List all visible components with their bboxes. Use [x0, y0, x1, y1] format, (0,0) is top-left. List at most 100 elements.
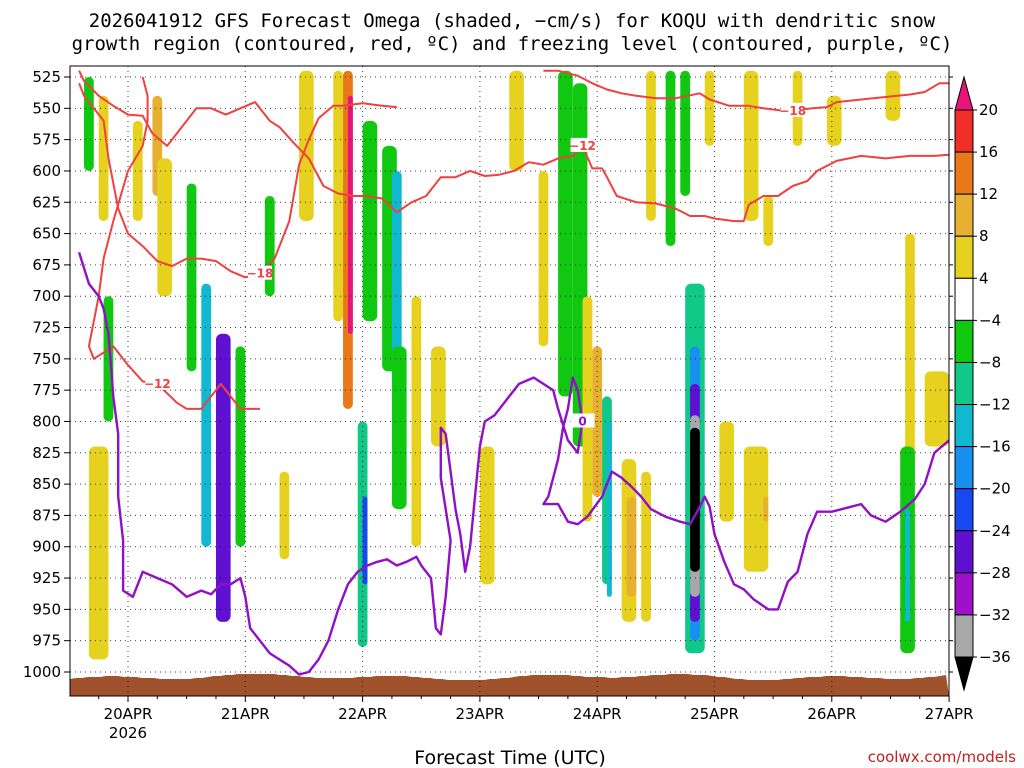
omega-cell — [646, 70, 656, 222]
red-contour-line — [87, 76, 260, 410]
omega-cell — [704, 70, 715, 146]
y-tick-label: 550 — [32, 99, 61, 117]
ground-fill — [70, 674, 949, 696]
omega-cell — [88, 446, 109, 660]
colorbar-label: −28 — [979, 564, 1011, 582]
red-contour-label: −12 — [569, 139, 596, 153]
omega-cell — [362, 120, 378, 322]
colorbar-segment — [954, 109, 974, 153]
red-contour-label-bg — [145, 375, 170, 390]
omega-cell — [186, 183, 197, 372]
y-tick-label: 575 — [32, 131, 61, 149]
omega-cell — [132, 120, 143, 222]
ground-terrain — [70, 674, 949, 696]
colorbar-label: −32 — [979, 606, 1011, 624]
omega-cell — [391, 346, 407, 510]
y-tick-label: 675 — [32, 256, 61, 274]
colorbar-segment — [954, 530, 974, 574]
omega-cell — [84, 77, 94, 171]
colorbar-segment — [954, 235, 974, 279]
omega-cell — [201, 283, 212, 547]
colorbar-bottom-arrow — [954, 656, 974, 692]
omega-cell — [606, 421, 612, 597]
x-tick-label: 22APR — [338, 705, 387, 723]
purple-contour-line — [77, 252, 949, 676]
omega-cell — [98, 95, 109, 222]
omega-cell — [905, 509, 910, 622]
y-tick-label: 725 — [32, 319, 61, 337]
omega-cell — [362, 496, 368, 585]
red-contour-line — [78, 82, 397, 279]
x-subtick-year: 2026 — [109, 724, 147, 742]
omega-cell — [411, 296, 422, 547]
colorbar-label: 8 — [979, 227, 989, 245]
purple-contour-label: 0 — [578, 414, 586, 428]
omega-cell — [347, 95, 353, 334]
contour-lines: −12 −12 −18 −18 0 — [77, 69, 949, 676]
x-tick-label: 27APR — [925, 705, 974, 723]
omega-cell — [763, 496, 769, 522]
omega-cell — [479, 446, 495, 585]
y-tick-label: 825 — [32, 444, 61, 462]
colorbar-label: −4 — [979, 311, 1001, 329]
red-contour-label: −18 — [247, 267, 274, 281]
x-tick-label: 25APR — [690, 705, 739, 723]
colorbar-segment — [954, 361, 974, 406]
y-tick-label: 800 — [32, 412, 61, 430]
omega-cell — [719, 421, 735, 522]
omega-cell — [665, 70, 676, 247]
colorbar-label: 20 — [979, 101, 998, 119]
x-axis-ticks: 20APR 21APR 22APR 23APR 24APR 25APR 26APR 27APR — [98, 696, 974, 723]
red-contour-label: −12 — [144, 377, 171, 391]
omega-cell — [626, 496, 637, 597]
colorbar-segment — [954, 193, 974, 237]
omega-cell — [235, 346, 246, 547]
red-contour-label-bg — [247, 265, 272, 280]
y-tick-label: 850 — [32, 475, 61, 493]
colorbar-label: 12 — [979, 185, 998, 203]
omega-cell — [357, 421, 368, 647]
omega-cell — [743, 446, 769, 572]
omega-cell — [157, 158, 172, 297]
colorbar-segment — [954, 151, 974, 195]
colorbar-segment — [954, 404, 974, 448]
red-contour-label-bg — [780, 102, 805, 117]
colorbar-segment — [954, 614, 974, 658]
omega-cell — [763, 196, 774, 247]
y-tick-label: 600 — [32, 162, 61, 180]
y-axis-ticks: 525 550 575 600 625 650 675 700 725 750 775 800 825 8… — [23, 68, 953, 681]
credit-text: coolwx.com/models — [868, 748, 1016, 766]
y-tick-label: 775 — [32, 381, 61, 399]
colorbar-label: 16 — [979, 143, 998, 161]
x-tick-label: 21APR — [221, 705, 270, 723]
omega-cell — [690, 427, 700, 572]
omega-cell — [924, 371, 949, 447]
x-tick-label: 20APR — [104, 705, 153, 723]
colorbar-segment — [954, 319, 974, 363]
x-tick-label: 23APR — [455, 705, 504, 723]
y-tick-label: 650 — [32, 225, 61, 243]
omega-cell — [680, 70, 691, 196]
purple-contour-label-bg — [570, 413, 595, 428]
red-contour-label-bg — [570, 137, 595, 152]
red-contour-line — [78, 70, 949, 223]
omega-cell — [743, 70, 759, 222]
y-tick-label: 625 — [32, 193, 61, 211]
omega-cell — [641, 471, 651, 622]
colorbar-label: −20 — [979, 480, 1011, 498]
y-tick-label: 700 — [32, 287, 61, 305]
chart-title-line-2: growth region (contoured, red, ºC) and f… — [72, 33, 953, 55]
colorbar-top-arrow — [954, 75, 974, 111]
omega-cell — [391, 170, 402, 397]
y-tick-label: 925 — [32, 569, 61, 587]
omega-cell — [431, 346, 446, 447]
colorbar-label: −24 — [979, 522, 1011, 540]
red-contour-line — [543, 69, 949, 112]
y-tick-label: 875 — [32, 506, 61, 524]
colorbar-label: 4 — [979, 269, 989, 287]
y-tick-label: 525 — [32, 68, 61, 86]
colorbar: 20 16 12 8 4 −4 −8 −12 −16 −20 −24 −28 −32 −36 — [954, 75, 1011, 692]
x-tick-label: 26APR — [807, 705, 856, 723]
colorbar-segment — [954, 572, 974, 616]
